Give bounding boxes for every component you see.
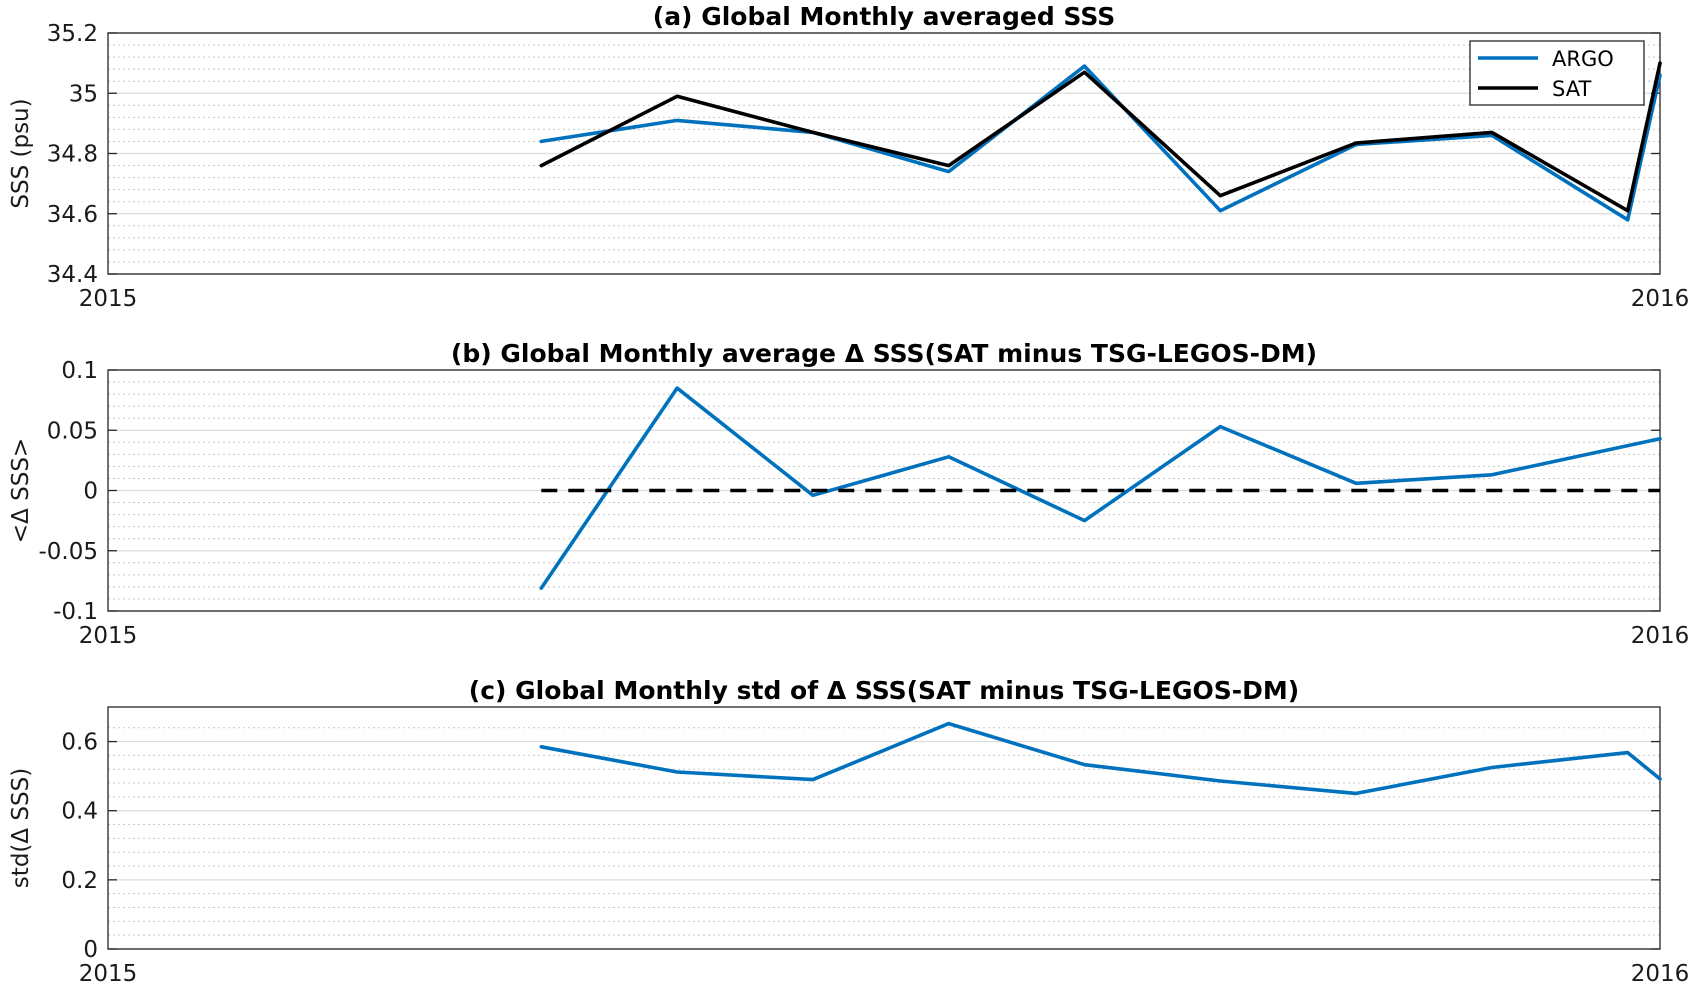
x-tick-label: 2016 [1631, 623, 1689, 649]
x-tick-label: 2016 [1631, 286, 1689, 312]
chart-title-c: (c) Global Monthly std of Δ SSS(SAT minu… [469, 676, 1299, 705]
panel-a: 34.4 34.6 34.8 35 35.2 2015 2016 (a) Global Mon… [8, 2, 1689, 312]
y-axis-label-b: <Δ SSS> [8, 438, 34, 543]
y-axis-label-a: SSS (psu) [8, 98, 34, 208]
y-axis-label-c: std(Δ SSS) [8, 768, 34, 888]
panel-b: -0.1 -0.05 0 0.05 0.1 2015 2016 (b) Global Mont… [8, 339, 1689, 649]
y-tick-label: 0 [83, 479, 98, 505]
y-tick-label: 0.6 [61, 730, 98, 756]
y-tick-label: 0 [83, 937, 98, 963]
y-tick-label: -0.1 [53, 599, 98, 625]
y-tick-label: 0.2 [61, 868, 98, 894]
plot-area-c [108, 707, 1660, 949]
series-line-argo [539, 64, 1662, 222]
panel-c: 0 0.2 0.4 0.6 2015 2016 (c) Global Monthly std… [8, 676, 1689, 982]
y-tick-label: 34.6 [47, 202, 98, 228]
chart-title-a: (a) Global Monthly averaged SSS [653, 2, 1115, 31]
series-line-c [539, 721, 1662, 796]
y-tick-label: 0.1 [61, 358, 98, 384]
y-tick-label: -0.05 [38, 539, 98, 565]
series-line-b [539, 386, 1662, 590]
axes-box-c [107, 706, 1661, 950]
series-line-sat [539, 61, 1662, 213]
legend: ARGO SAT [1469, 40, 1645, 106]
y-tick-label: 34.4 [47, 262, 98, 288]
y-tick-label: 35 [69, 81, 98, 107]
legend-box [1469, 40, 1645, 106]
legend-label-sat: SAT [1552, 77, 1591, 101]
x-tick-label: 2015 [79, 961, 138, 982]
x-tick-label: 2016 [1631, 961, 1689, 982]
y-tick-label: 0.05 [47, 418, 98, 444]
legend-label-argo: ARGO [1552, 47, 1614, 71]
chart-title-b: (b) Global Monthly average Δ SSS(SAT min… [451, 339, 1317, 368]
x-tick-label: 2015 [79, 286, 138, 312]
x-tick-label: 2015 [79, 623, 138, 649]
y-tick-label: 0.4 [61, 799, 98, 825]
y-tick-label: 34.8 [47, 142, 98, 168]
y-tick-label: 35.2 [47, 21, 98, 47]
